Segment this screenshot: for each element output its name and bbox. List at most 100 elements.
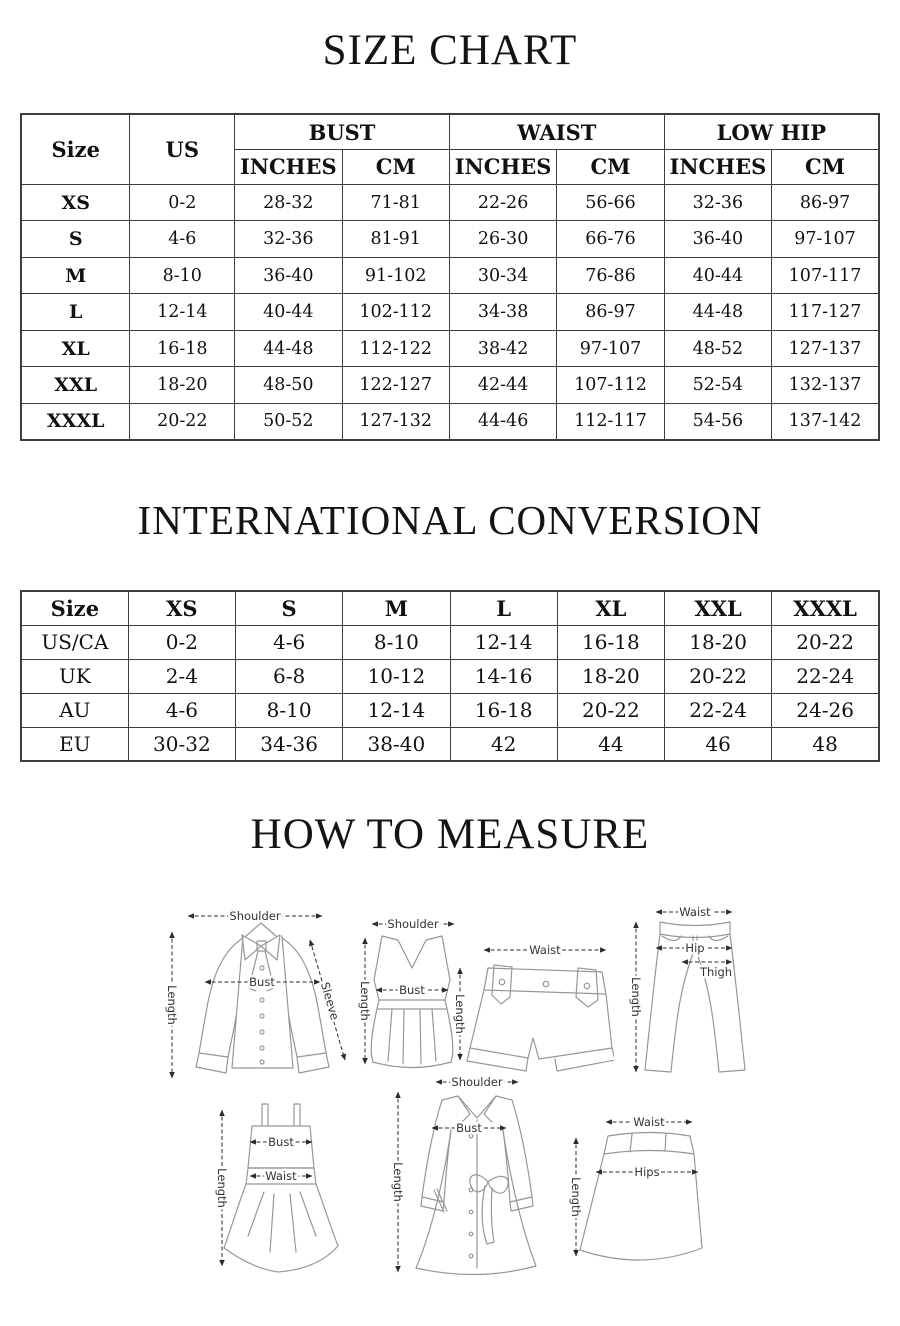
blouse-length-label: Length — [165, 985, 179, 1025]
size-chart-cell-us: 16-18 — [129, 329, 236, 368]
blouse-diagram: Shoulder Length Bust Sleeve — [163, 906, 347, 1078]
size-chart-header-us: US — [129, 113, 236, 185]
pants-hip-label: Hip — [685, 941, 704, 955]
conversion-cell: 48 — [771, 726, 880, 762]
size-chart-header-waist: WAIST — [448, 113, 665, 150]
size-chart-title: SIZE CHART — [322, 27, 578, 74]
size-chart-header-bust: BUST — [234, 113, 450, 150]
size-chart-row-XL: XL 16-18 44-48 112-122 38-42 97-107 48-52 127-1… — [20, 329, 880, 368]
conversion-table: Size XS S M L XL XXL XXXL US/CA 0-2 4-6 8-1… — [20, 590, 880, 763]
size-chart-cell-waist_cm: 107-112 — [556, 366, 665, 404]
shorts-waist-label: Waist — [529, 943, 561, 957]
size-chart-cell-waist_cm: 66-76 — [556, 220, 665, 258]
size-chart-cell-size: M — [20, 256, 131, 295]
conversion-cell: 22-24 — [663, 692, 773, 728]
conversion-cell: 42 — [449, 726, 558, 762]
size-chart-cell-size: S — [20, 220, 131, 258]
conversion-cell: 0-2 — [127, 624, 237, 660]
size-chart-cell-us: 12-14 — [129, 293, 236, 331]
size-chart-cell-bust_in: 40-44 — [234, 293, 343, 331]
size-chart-header-lowhip-cm: CM — [771, 148, 880, 185]
skirt-diagram: Waist Hips Length — [567, 1112, 703, 1261]
size-chart-cell-waist_cm: 97-107 — [556, 329, 665, 368]
dress-diagram: Bust Waist Length — [213, 1102, 339, 1273]
size-chart-cell-hip_in: 36-40 — [663, 220, 773, 258]
coat-diagram: Shoulder Bust Length — [389, 1072, 537, 1275]
conversion-cell: 12-14 — [449, 624, 558, 660]
conversion-header: XL — [556, 590, 666, 626]
conversion-header: Size — [20, 590, 129, 626]
size-chart-cell-us: 4-6 — [129, 220, 236, 258]
conversion-cell: 20-22 — [771, 624, 880, 660]
tank-top-outline — [370, 934, 454, 1068]
conversion-header: XS — [127, 590, 237, 626]
dress-length-label: Length — [215, 1168, 229, 1208]
conversion-cell: 24-26 — [771, 692, 880, 728]
skirt-waist-label: Waist — [633, 1115, 665, 1129]
size-chart-header-bust-inches: INCHES — [234, 148, 343, 185]
conversion-cell-region: US/CA — [20, 624, 129, 660]
size-chart-header-lowhip-inches: INCHES — [663, 148, 773, 185]
skirt-outline — [579, 1131, 703, 1261]
conversion-body: US/CA 0-2 4-6 8-10 12-14 16-18 18-20 20-22 UK 2-4… — [20, 624, 880, 762]
size-chart-cell-size: XXL — [20, 366, 131, 404]
size-chart-row-XXL: XXL 18-20 48-50 122-127 42-44 107-112 52-54 132… — [20, 366, 880, 404]
size-chart-cell-bust_cm: 127-132 — [341, 402, 450, 441]
size-chart-header-waist-inches: INCHES — [448, 148, 558, 185]
size-chart-cell-hip_in: 54-56 — [663, 402, 773, 441]
size-chart-row-XS: XS 0-2 28-32 71-81 22-26 56-66 32-36 86-97 — [20, 183, 880, 222]
size-chart-cell-us: 8-10 — [129, 256, 236, 295]
size-chart-cell-bust_cm: 112-122 — [341, 329, 450, 368]
coat-shoulder-label: Shoulder — [451, 1075, 502, 1089]
size-chart-cell-size: XL — [20, 329, 131, 368]
blouse-bust-label: Bust — [249, 975, 275, 989]
size-chart-cell-us: 20-22 — [129, 402, 236, 441]
size-chart-cell-size: XXXL — [20, 402, 131, 441]
conversion-header: M — [342, 590, 451, 626]
pants-waist-label: Waist — [679, 905, 711, 919]
conversion-cell: 22-24 — [771, 658, 880, 694]
size-chart-row-S: S 4-6 32-36 81-91 26-30 66-76 36-40 97-107 — [20, 220, 880, 258]
skirt-length-label: Length — [569, 1177, 583, 1217]
size-chart-cell-hip_cm: 127-137 — [771, 329, 880, 368]
shorts-length-label: Length — [453, 994, 467, 1034]
size-chart-cell-hip_in: 48-52 — [663, 329, 773, 368]
size-chart-cell-hip_cm: 86-97 — [771, 183, 880, 222]
conversion-cell: 44 — [556, 726, 666, 762]
conversion-cell: 8-10 — [342, 624, 451, 660]
size-chart-cell-bust_cm: 91-102 — [341, 256, 450, 295]
size-chart-cell-us: 18-20 — [129, 366, 236, 404]
size-chart-header-bust-cm: CM — [341, 148, 450, 185]
tank-bust-label: Bust — [399, 983, 425, 997]
tank-length-label: Length — [358, 981, 372, 1021]
size-chart-row-M: M 8-10 36-40 91-102 30-34 76-86 40-44 107-117 — [20, 256, 880, 295]
size-chart-cell-hip_cm: 137-142 — [771, 402, 880, 441]
conversion-cell: 12-14 — [342, 692, 451, 728]
size-chart-cell-hip_in: 32-36 — [663, 183, 773, 222]
size-chart-cell-bust_cm: 81-91 — [341, 220, 450, 258]
size-chart-cell-waist_in: 44-46 — [448, 402, 558, 441]
size-chart-cell-waist_in: 34-38 — [448, 293, 558, 331]
conversion-cell: 16-18 — [556, 624, 666, 660]
coat-outline — [415, 1094, 537, 1275]
size-chart-row-L: L 12-14 40-44 102-112 34-38 86-97 44-48 117-127 — [20, 293, 880, 331]
size-chart-body: XS 0-2 28-32 71-81 22-26 56-66 32-36 86-97 S 4-6 3… — [20, 183, 880, 441]
pants-length-label: Length — [629, 977, 643, 1017]
shorts-diagram: Waist Length — [451, 940, 614, 1072]
conversion-cell: 20-22 — [663, 658, 773, 694]
conversion-header: XXL — [663, 590, 773, 626]
blouse-shoulder-label: Shoulder — [229, 909, 280, 923]
size-chart-cell-waist_cm: 86-97 — [556, 293, 665, 331]
coat-length-label: Length — [391, 1162, 405, 1202]
conversion-cell-region: EU — [20, 726, 129, 762]
conversion-header: XXXL — [771, 590, 880, 626]
size-chart-cell-hip_in: 40-44 — [663, 256, 773, 295]
conversion-row-EU: EU 30-32 34-36 38-40 42 44 46 48 — [20, 726, 880, 762]
size-chart-cell-waist_cm: 76-86 — [556, 256, 665, 295]
size-chart-cell-hip_cm: 117-127 — [771, 293, 880, 331]
conversion-cell: 30-32 — [127, 726, 237, 762]
conversion-cell: 2-4 — [127, 658, 237, 694]
conversion-cell: 4-6 — [234, 624, 344, 660]
size-chart-cell-hip_cm: 132-137 — [771, 366, 880, 404]
size-chart-cell-bust_in: 36-40 — [234, 256, 343, 295]
